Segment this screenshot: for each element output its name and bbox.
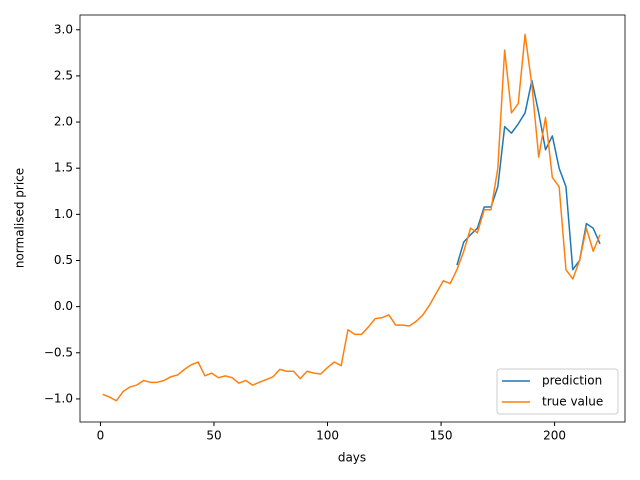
y-tick-label: 0.0 [54,299,73,313]
x-tick-label: 0 [97,429,105,443]
x-tick-label: 200 [543,429,566,443]
y-tick-label: 2.0 [54,115,73,129]
x-axis-label: days [338,451,366,465]
y-axis-label: normalised price [13,168,27,268]
y-tick-label: 1.5 [54,161,73,175]
x-tick-label: 50 [206,429,221,443]
series-line [456,79,601,271]
legend-label: true value [542,395,603,409]
x-tick-label: 100 [316,429,339,443]
y-tick-label: −0.5 [44,345,73,359]
y-tick-label: 0.5 [54,253,73,267]
y-tick-label: 3.0 [54,22,73,36]
legend-label: prediction [542,374,602,388]
series-line [102,33,601,402]
plot-frame [79,14,626,423]
x-tick-label: 150 [430,429,453,443]
y-tick-label: −1.0 [44,391,73,405]
y-tick-label: 2.5 [54,68,73,82]
y-tick-label: 1.0 [54,207,73,221]
